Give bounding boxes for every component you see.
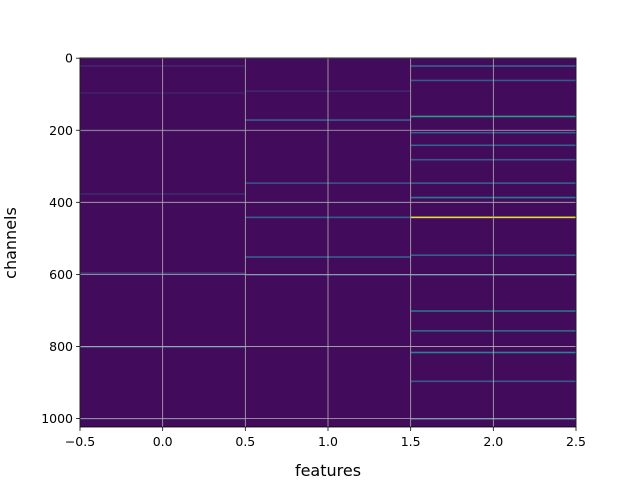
x-tick-label-3: 1.0: [318, 434, 338, 449]
y-axis-ticks: 0 200 400 600 800 1000: [41, 51, 80, 426]
y-tick-label-3: 600: [49, 267, 73, 282]
x-tick-label-2: 0.5: [235, 434, 255, 449]
y-tick-label-1: 200: [49, 123, 73, 138]
x-axis-ticks: −0.5 0.0 0.5 1.0 1.5 2.0 2.5: [65, 427, 586, 449]
y-tick-label-2: 400: [49, 195, 73, 210]
x-tick-label-5: 2.0: [483, 434, 503, 449]
x-tick-label-1: 0.0: [153, 434, 173, 449]
x-tick-label-6: 2.5: [566, 434, 586, 449]
y-tick-label-0: 0: [65, 51, 73, 66]
y-tick-label-5: 1000: [41, 411, 73, 426]
x-axis-label: features: [295, 461, 361, 480]
x-tick-label-4: 1.5: [401, 434, 421, 449]
y-tick-label-4: 800: [49, 339, 73, 354]
x-tick-label-0: −0.5: [65, 434, 95, 449]
y-axis-label: channels: [1, 207, 20, 279]
